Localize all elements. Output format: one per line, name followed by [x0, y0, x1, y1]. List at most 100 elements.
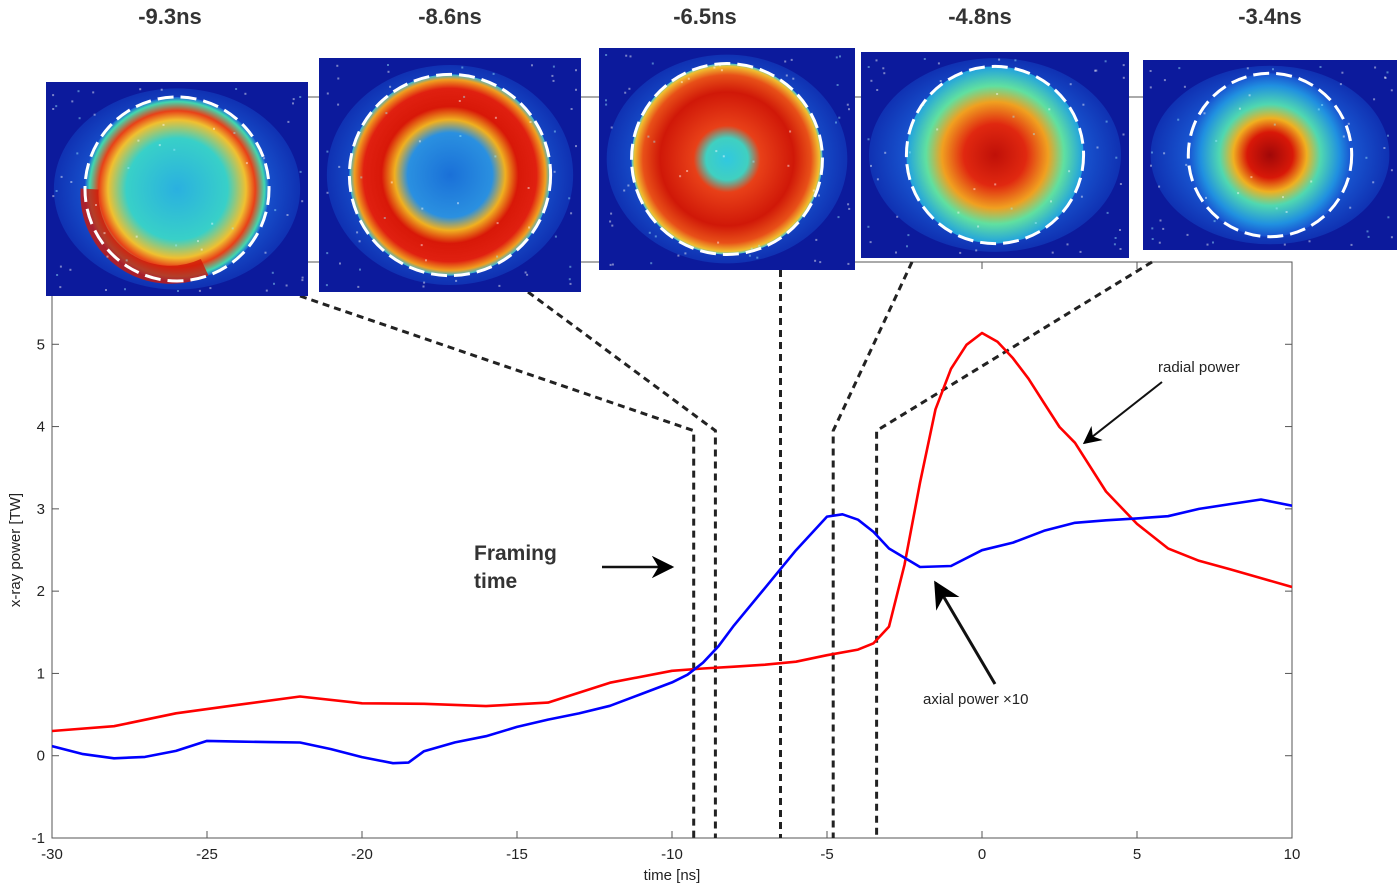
frame-image-speckle	[1095, 69, 1098, 72]
frame-image-dashed-circle	[83, 95, 271, 283]
frame-image-speckle	[1246, 67, 1249, 70]
frame-image-speckle	[1012, 115, 1015, 118]
frame-image-speckle	[569, 282, 572, 285]
frame-image-speckle	[575, 88, 577, 91]
frame-image-speckle	[1390, 236, 1393, 239]
frame-image-speckle	[1151, 238, 1154, 240]
frame-image-speckle	[686, 170, 689, 172]
frame-image-speckle	[496, 222, 499, 225]
frame-image-speckle	[1372, 181, 1375, 184]
frame-image-speckle	[790, 58, 793, 61]
frame-image-emission	[84, 96, 270, 282]
frame-image-speckle	[758, 244, 761, 247]
frame-image-speckle	[494, 155, 497, 158]
annotation-arrow-radial	[1082, 381, 1163, 445]
frame-image-dashed-circle	[1186, 71, 1354, 239]
frame-image-speckle	[492, 72, 495, 75]
frame-image-speckle	[568, 197, 571, 200]
frame-image-speckle	[59, 265, 62, 268]
frame-image-dashed-circle	[904, 64, 1086, 246]
frame-image	[319, 58, 581, 292]
frame-image-speckle	[1010, 207, 1013, 210]
frame-image-speckle	[326, 92, 329, 95]
frame-image-speckle	[1349, 206, 1352, 209]
frame-image-speckle	[648, 231, 651, 234]
frame-image-speckle	[1186, 233, 1189, 236]
frame-image-speckle	[569, 265, 572, 268]
frame-time-label: -3.4ns	[1238, 4, 1302, 29]
plot-area-frame	[51, 261, 1293, 839]
frame-image	[46, 82, 308, 296]
frame-image-speckle	[715, 150, 718, 153]
frame-image-speckle	[1149, 70, 1152, 72]
frame-image-speckle	[494, 116, 497, 119]
frame-image-speckle	[359, 268, 361, 271]
x-axis-label: time [ns]	[644, 867, 701, 884]
annotation-radial-power: radial power	[1158, 359, 1240, 376]
frame-image-speckle	[458, 100, 461, 102]
frame-image-speckle	[1373, 98, 1376, 101]
frame-image-speckle	[839, 55, 841, 58]
frame-image-speckle	[815, 238, 818, 241]
frame-image-speckle	[209, 287, 212, 290]
frame-image-speckle	[867, 225, 870, 228]
frame-image-speckle	[1308, 240, 1311, 243]
frame-image-speckle	[421, 207, 424, 210]
y-tick-label: 0	[37, 748, 45, 765]
frame-time-label: -4.8ns	[948, 4, 1012, 29]
frame-image-emission	[349, 74, 551, 276]
frame-image-emission	[1188, 73, 1352, 237]
frame-image-speckle	[463, 95, 466, 98]
frame-image-speckle	[605, 99, 607, 102]
x-tick-label: -30	[41, 846, 63, 863]
frame-image-speckle	[609, 220, 612, 223]
frame-image-speckle	[884, 151, 887, 154]
frame-image-speckle	[1032, 133, 1035, 136]
frame-image-speckle	[1158, 185, 1161, 188]
frame-image-speckle	[325, 284, 328, 287]
frame-image-speckle	[1238, 107, 1241, 110]
frame-image-speckle	[1162, 227, 1165, 230]
frame-image-speckle	[552, 79, 555, 82]
frame-image-speckle	[1319, 66, 1322, 68]
frame-image-speckle	[1178, 67, 1181, 70]
frame-image-speckle	[1151, 227, 1154, 230]
frame-image-speckle	[299, 170, 302, 173]
frame-image-speckle	[677, 254, 680, 257]
frame-image-speckle	[1205, 196, 1207, 199]
frame-image-speckle	[1069, 83, 1072, 86]
frame-image-speckle	[245, 162, 248, 165]
frame-image-speckle	[876, 178, 879, 181]
frame-image-speckle	[265, 289, 268, 292]
frame-image-speckle	[939, 80, 942, 82]
frame-image-speckle	[1050, 200, 1052, 203]
frame-image-speckle	[52, 195, 55, 198]
frame-image-speckle	[568, 278, 571, 281]
frame-image	[861, 52, 1129, 258]
frame-image-speckle	[650, 262, 653, 265]
frame-image-speckle	[876, 89, 879, 91]
frame-image-speckle	[835, 56, 838, 59]
frame-image-speckle	[286, 214, 289, 216]
frame-image-speckle	[653, 140, 656, 143]
frame-image-speckle	[1390, 89, 1393, 92]
frame-image-speckle	[680, 81, 683, 84]
frame-image-speckle	[996, 93, 999, 95]
y-tick-label: 1	[37, 665, 45, 682]
frame-image-speckle	[326, 191, 329, 194]
annotation-framing-time: Framing time	[474, 542, 557, 593]
frame-image-speckle	[175, 244, 178, 247]
frame-image-speckle	[1237, 192, 1240, 195]
frame-image-speckle	[907, 234, 910, 237]
frame-image-speckle	[847, 203, 850, 206]
frame-image-speckle	[264, 251, 267, 254]
frame-image-speckle	[819, 261, 822, 264]
frame-image-speckle	[52, 94, 55, 97]
frame-image-speckle	[59, 286, 62, 289]
frame-image-speckle	[818, 194, 820, 197]
framing-time-line	[299, 294, 696, 838]
frame-image-speckle	[867, 138, 870, 141]
frame-image-speckle	[812, 189, 815, 192]
frame-image-speckle	[198, 289, 201, 292]
frame-image-speckle	[625, 54, 628, 57]
